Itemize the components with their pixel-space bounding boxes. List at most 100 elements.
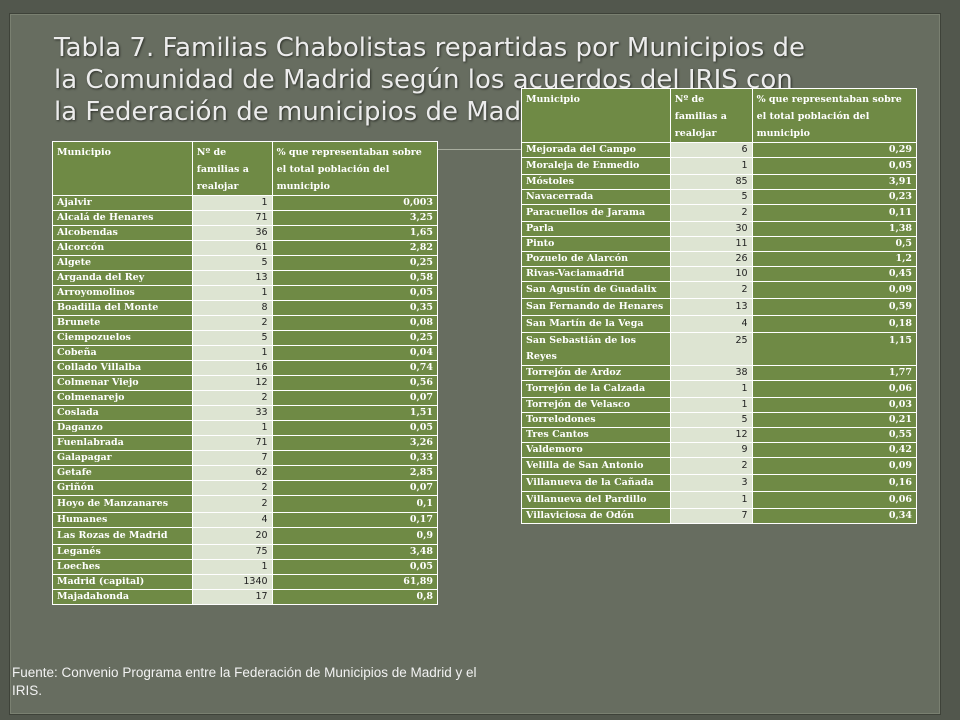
cell-municipio: Tres Cantos xyxy=(521,427,671,443)
cell-familias: 1340 xyxy=(191,574,273,590)
cell-municipio: Fuenlabrada xyxy=(52,435,193,451)
cell-porcentaje: 0,06 xyxy=(751,380,918,398)
cell-municipio: Hoyo de Manzanares xyxy=(52,495,193,513)
cell-familias: 1 xyxy=(191,559,273,575)
cell-municipio: Villanueva de la Cañada xyxy=(521,474,671,492)
table-row: Paracuellos de Jarama 2 0,11 xyxy=(521,204,918,222)
cell-porcentaje: 0,55 xyxy=(751,427,918,443)
table-row: Alcalá de Henares 71 3,25 xyxy=(52,210,439,226)
cell-municipio: Cobeña xyxy=(52,345,193,361)
cell-municipio: Loeches xyxy=(52,559,193,575)
cell-porcentaje: 0,09 xyxy=(751,457,918,475)
cell-municipio: Villaviciosa de Odón xyxy=(521,508,671,524)
table-row: Moraleja de Enmedio 1 0,05 xyxy=(521,157,918,175)
cell-porcentaje: 0,9 xyxy=(271,527,439,545)
cell-porcentaje: 0,5 xyxy=(751,236,918,252)
table-row: Collado Villalba 16 0,74 xyxy=(52,360,439,376)
cell-municipio: Arroyomolinos xyxy=(52,285,193,301)
cell-municipio: Alcobendas xyxy=(52,225,193,241)
cell-familias: 11 xyxy=(669,236,753,252)
table-row: Ciempozuelos 5 0,25 xyxy=(52,330,439,346)
cell-municipio: Colmenar Viejo xyxy=(52,375,193,391)
cell-porcentaje: 0,11 xyxy=(751,204,918,222)
cell-familias: 10 xyxy=(669,266,753,282)
table-row: Las Rozas de Madrid 20 0,9 xyxy=(52,527,439,545)
cell-municipio: Torrejón de la Calzada xyxy=(521,380,671,398)
cell-familias: 1 xyxy=(669,157,753,175)
header-familias: Nº de familias a realojar xyxy=(191,141,273,196)
cell-porcentaje: 0,003 xyxy=(271,195,439,211)
cell-porcentaje: 0,25 xyxy=(271,330,439,346)
cell-porcentaje: 0,59 xyxy=(751,298,918,316)
cell-porcentaje: 0,05 xyxy=(271,285,439,301)
cell-porcentaje: 0,1 xyxy=(271,495,439,513)
table-row: Villaviciosa de Odón 7 0,34 xyxy=(521,508,918,524)
cell-porcentaje: 1,65 xyxy=(271,225,439,241)
cell-porcentaje: 0,33 xyxy=(271,450,439,466)
header-porcentaje: % que representaban sobre el total pobla… xyxy=(271,141,439,196)
table-row: Fuenlabrada 71 3,26 xyxy=(52,435,439,451)
cell-municipio: Galapagar xyxy=(52,450,193,466)
table-header-row: Municipio Nº de familias a realojar % qu… xyxy=(521,88,918,143)
cell-familias: 13 xyxy=(191,270,273,286)
cell-porcentaje: 0,21 xyxy=(751,412,918,428)
cell-municipio: Boadilla del Monte xyxy=(52,300,193,316)
cell-porcentaje: 2,82 xyxy=(271,240,439,256)
table-row: Coslada 33 1,51 xyxy=(52,405,439,421)
cell-familias: 71 xyxy=(191,435,273,451)
cell-municipio: Algete xyxy=(52,255,193,271)
cell-porcentaje: 0,06 xyxy=(751,491,918,509)
cell-familias: 12 xyxy=(191,375,273,391)
table-row: Cobeña 1 0,04 xyxy=(52,345,439,361)
cell-municipio: Leganés xyxy=(52,544,193,560)
table-row: Getafe 62 2,85 xyxy=(52,465,439,481)
cell-familias: 6 xyxy=(669,142,753,158)
cell-familias: 2 xyxy=(191,315,273,331)
cell-familias: 17 xyxy=(191,589,273,605)
cell-municipio: Alcorcón xyxy=(52,240,193,256)
table-row: Daganzo 1 0,05 xyxy=(52,420,439,436)
cell-familias: 16 xyxy=(191,360,273,376)
table-row: Hoyo de Manzanares 2 0,1 xyxy=(52,495,439,513)
cell-porcentaje: 0,23 xyxy=(751,189,918,205)
cell-familias: 5 xyxy=(191,255,273,271)
table-row: San Martín de la Vega 4 0,18 xyxy=(521,315,918,333)
cell-familias: 5 xyxy=(669,189,753,205)
table-row: Pinto 11 0,5 xyxy=(521,236,918,252)
cell-porcentaje: 0,35 xyxy=(271,300,439,316)
cell-municipio: Valdemoro xyxy=(521,442,671,458)
table-row: Boadilla del Monte 8 0,35 xyxy=(52,300,439,316)
header-municipio: Municipio xyxy=(521,88,671,143)
header-porcentaje: % que representaban sobre el total pobla… xyxy=(751,88,918,143)
table-row: Galapagar 7 0,33 xyxy=(52,450,439,466)
table-row: Navacerrada 5 0,23 xyxy=(521,189,918,205)
cell-municipio: Getafe xyxy=(52,465,193,481)
cell-municipio: Pinto xyxy=(521,236,671,252)
cell-municipio: San Fernando de Henares xyxy=(521,298,671,316)
cell-porcentaje: 1,2 xyxy=(751,251,918,267)
cell-familias: 1 xyxy=(669,491,753,509)
table-row: San Agustín de Guadalix 2 0,09 xyxy=(521,281,918,299)
cell-municipio: Collado Villalba xyxy=(52,360,193,376)
cell-porcentaje: 0,56 xyxy=(271,375,439,391)
cell-municipio: Madrid (capital) xyxy=(52,574,193,590)
table-row: Rivas-Vaciamadrid 10 0,45 xyxy=(521,266,918,282)
cell-municipio: Navacerrada xyxy=(521,189,671,205)
cell-municipio: San Agustín de Guadalix xyxy=(521,281,671,299)
cell-porcentaje: 0,07 xyxy=(271,480,439,496)
cell-porcentaje: 3,25 xyxy=(271,210,439,226)
cell-familias: 5 xyxy=(191,330,273,346)
table-right: Municipio Nº de familias a realojar % qu… xyxy=(521,88,918,524)
cell-familias: 5 xyxy=(669,412,753,428)
cell-familias: 38 xyxy=(669,365,753,381)
cell-porcentaje: 3,48 xyxy=(271,544,439,560)
cell-familias: 2 xyxy=(191,495,273,513)
cell-familias: 7 xyxy=(191,450,273,466)
cell-municipio: Moraleja de Enmedio xyxy=(521,157,671,175)
cell-porcentaje: 0,74 xyxy=(271,360,439,376)
cell-porcentaje: 0,17 xyxy=(271,512,439,528)
header-municipio: Municipio xyxy=(52,141,193,196)
table-row: Humanes 4 0,17 xyxy=(52,512,439,528)
cell-municipio: Paracuellos de Jarama xyxy=(521,204,671,222)
cell-familias: 8 xyxy=(191,300,273,316)
